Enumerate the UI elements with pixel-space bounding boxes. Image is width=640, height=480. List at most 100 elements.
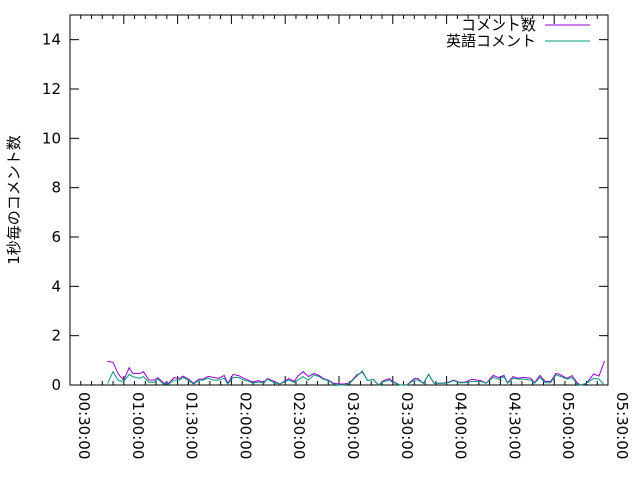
- data-point-0: [388, 378, 390, 379]
- data-point-1: [378, 384, 379, 386]
- data-point-1: [168, 383, 170, 385]
- data-point-0: [213, 376, 214, 378]
- data-point-1: [293, 381, 295, 383]
- y-tick-label: 10: [42, 129, 61, 147]
- data-point-0: [517, 377, 519, 379]
- data-point-1: [207, 377, 209, 379]
- data-point-1: [439, 382, 440, 384]
- y-tick-label: 14: [42, 31, 61, 49]
- data-point-0: [112, 361, 114, 363]
- data-point-0: [257, 380, 259, 381]
- data-point-0: [555, 373, 557, 374]
- data-point-1: [182, 376, 184, 378]
- x-tick-label: 05:30:00: [613, 392, 631, 459]
- data-point-1: [333, 383, 335, 385]
- legend-label-1: 英語コメント: [446, 32, 536, 50]
- data-point-0: [143, 371, 144, 373]
- x-tick-label: 04:00:00: [452, 392, 470, 459]
- data-point-1: [503, 376, 505, 378]
- data-point-1: [107, 382, 109, 384]
- data-point-1: [458, 382, 460, 384]
- data-point-0: [338, 383, 340, 385]
- data-point-1: [297, 379, 299, 381]
- data-point-0: [297, 375, 299, 377]
- data-point-0: [187, 378, 189, 380]
- y-tick-label: 2: [51, 327, 61, 345]
- data-point-0: [480, 380, 482, 381]
- data-point-1: [153, 381, 155, 383]
- data-point-1: [399, 384, 401, 386]
- data-point-0: [471, 378, 473, 380]
- data-point-0: [274, 381, 275, 382]
- data-point-0: [173, 377, 175, 378]
- data-point-1: [139, 377, 141, 379]
- plot-frame: [69, 14, 609, 386]
- data-point-1: [322, 378, 324, 380]
- data-point-1: [361, 370, 363, 372]
- y-tick-label: 8: [51, 179, 61, 197]
- data-point-1: [498, 378, 500, 380]
- data-point-0: [523, 376, 525, 378]
- data-point-1: [274, 382, 275, 384]
- data-point-1: [243, 379, 245, 381]
- data-point-1: [128, 373, 130, 375]
- data-point-0: [207, 375, 209, 377]
- data-point-1: [123, 380, 125, 382]
- data-point-1: [559, 375, 560, 377]
- data-point-1: [530, 379, 532, 381]
- data-point-0: [492, 374, 494, 376]
- data-point-1: [143, 376, 144, 378]
- x-tick-label: 01:00:00: [129, 392, 147, 459]
- data-point-1: [433, 382, 435, 384]
- data-point-1: [257, 381, 259, 383]
- data-point-0: [128, 367, 130, 369]
- data-point-1: [598, 378, 600, 380]
- data-point-1: [544, 382, 546, 384]
- data-point-0: [178, 378, 180, 379]
- data-point-1: [238, 377, 239, 378]
- data-point-1: [148, 381, 150, 383]
- data-point-1: [338, 384, 340, 386]
- data-point-0: [223, 374, 225, 376]
- data-point-1: [213, 379, 214, 381]
- data-point-1: [263, 382, 265, 384]
- data-point-0: [107, 360, 109, 362]
- data-point-0: [413, 378, 415, 379]
- data-point-1: [485, 382, 487, 384]
- data-point-0: [232, 373, 234, 375]
- data-point-0: [539, 374, 541, 376]
- data-point-1: [248, 380, 250, 382]
- x-tick-label: 03:00:00: [344, 392, 362, 459]
- data-point-1: [534, 382, 535, 384]
- data-point-1: [555, 374, 557, 376]
- data-point-1: [218, 379, 220, 381]
- data-point-1: [413, 379, 415, 381]
- legend-label-0: コメント数: [461, 16, 536, 34]
- data-point-0: [356, 374, 358, 376]
- y-tick-label: 0: [51, 376, 61, 394]
- data-point-1: [223, 377, 225, 379]
- data-point-1: [586, 382, 587, 384]
- data-point-0: [503, 374, 505, 376]
- data-point-1: [471, 381, 473, 382]
- data-point-1: [266, 378, 268, 380]
- data-point-1: [492, 376, 494, 378]
- data-point-1: [388, 379, 390, 381]
- data-point-0: [343, 383, 345, 385]
- data-point-0: [243, 377, 245, 379]
- x-tick-label: 01:30:00: [183, 392, 201, 459]
- data-point-0: [530, 377, 532, 379]
- data-point-1: [392, 381, 394, 383]
- x-tick-label: 00:30:00: [75, 392, 93, 459]
- y-tick-label: 6: [51, 228, 61, 246]
- data-point-1: [162, 383, 164, 385]
- data-point-0: [313, 373, 315, 374]
- data-point-1: [550, 382, 552, 384]
- y-tick-label: 4: [51, 277, 61, 295]
- data-point-1: [539, 376, 541, 378]
- data-point-0: [139, 373, 141, 374]
- x-tick-label: 02:30:00: [290, 392, 308, 459]
- data-point-1: [517, 378, 519, 380]
- data-point-1: [566, 378, 568, 380]
